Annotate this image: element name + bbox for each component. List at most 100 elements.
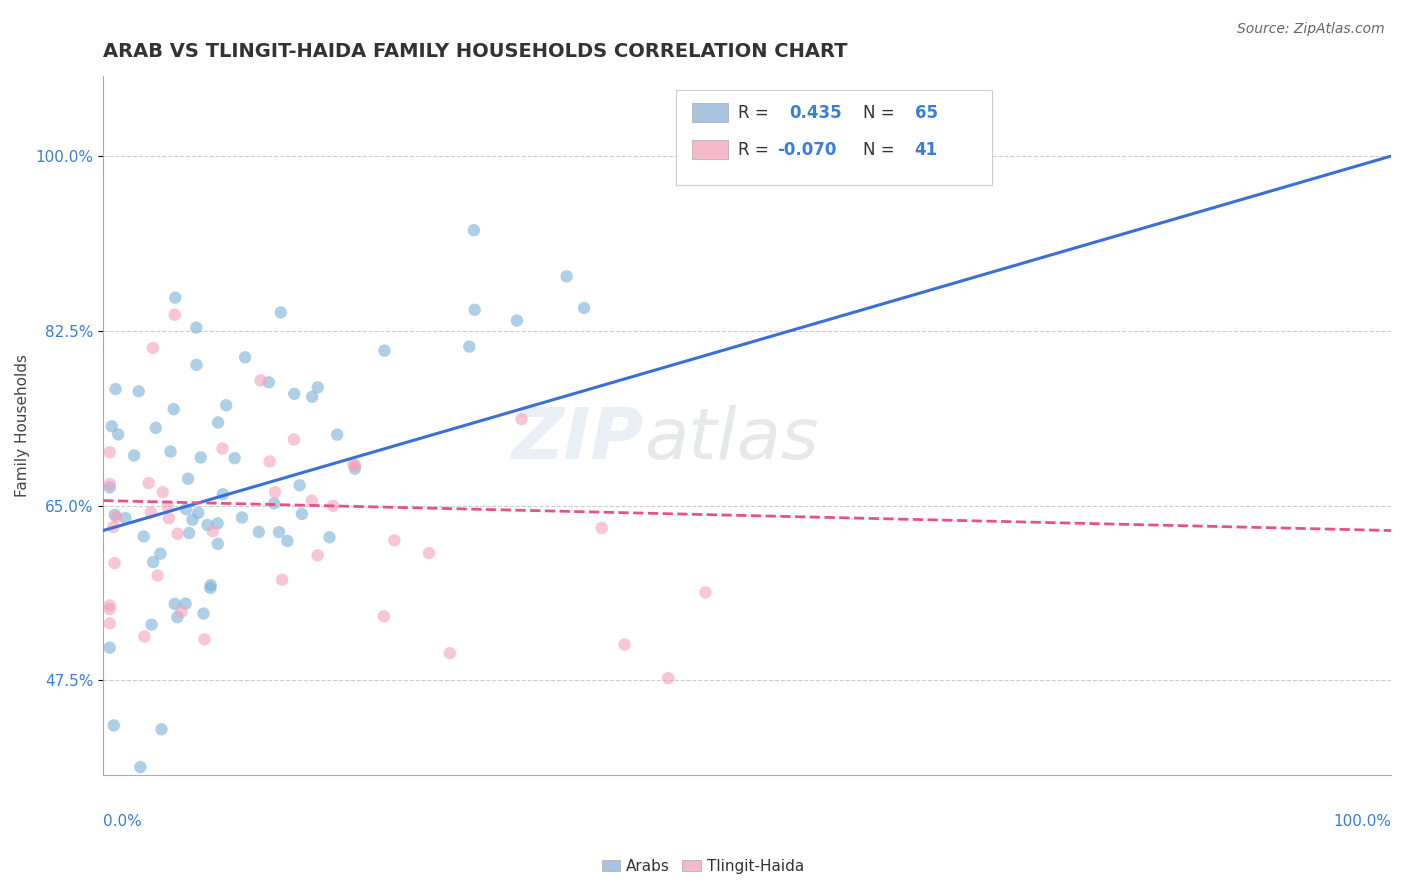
Point — [170, 605, 193, 619]
Point — [103, 556, 125, 570]
Text: 0.0%: 0.0% — [103, 814, 142, 829]
Point — [103, 520, 125, 534]
Point — [591, 521, 613, 535]
Point — [263, 496, 285, 510]
Text: -0.070: -0.070 — [776, 141, 837, 159]
Point — [149, 547, 172, 561]
Point — [156, 500, 179, 514]
Point — [104, 508, 127, 522]
Point — [165, 291, 187, 305]
Point — [418, 546, 440, 560]
Point — [187, 506, 209, 520]
Point — [382, 533, 405, 548]
Point — [141, 617, 163, 632]
Text: ZIP: ZIP — [512, 405, 644, 475]
Point — [342, 457, 364, 471]
Point — [200, 581, 222, 595]
Point — [193, 632, 215, 647]
Point — [343, 461, 366, 475]
Point — [373, 609, 395, 624]
Point — [291, 507, 314, 521]
Point — [98, 599, 121, 613]
Text: 65: 65 — [914, 103, 938, 121]
Point — [224, 451, 246, 466]
Point — [307, 549, 329, 563]
Point — [373, 343, 395, 358]
Point — [104, 382, 127, 396]
Point — [555, 269, 578, 284]
Point — [179, 526, 201, 541]
Y-axis label: Family Households: Family Households — [15, 354, 30, 497]
Point — [271, 573, 294, 587]
Point — [134, 630, 156, 644]
Point — [166, 610, 188, 624]
Point — [193, 607, 215, 621]
Point — [288, 478, 311, 492]
Point — [139, 506, 162, 520]
Point — [506, 313, 529, 327]
Point — [186, 320, 208, 334]
Point — [190, 450, 212, 465]
Point — [458, 340, 481, 354]
Point — [322, 499, 344, 513]
Point — [464, 302, 486, 317]
Text: R =: R = — [738, 103, 775, 121]
Point — [463, 223, 485, 237]
Point — [181, 513, 204, 527]
Point — [257, 376, 280, 390]
Point — [145, 421, 167, 435]
Point — [301, 390, 323, 404]
Point — [207, 537, 229, 551]
Point — [326, 427, 349, 442]
Text: 41: 41 — [914, 141, 938, 159]
Point — [270, 305, 292, 319]
Point — [613, 638, 636, 652]
Point — [318, 530, 340, 544]
Point — [107, 427, 129, 442]
Point — [207, 416, 229, 430]
Point — [211, 442, 233, 456]
Point — [682, 115, 704, 129]
FancyBboxPatch shape — [692, 140, 728, 160]
Text: ARAB VS TLINGIT-HAIDA FAMILY HOUSEHOLDS CORRELATION CHART: ARAB VS TLINGIT-HAIDA FAMILY HOUSEHOLDS … — [103, 42, 848, 61]
Point — [114, 511, 136, 525]
Point — [152, 485, 174, 500]
Point — [510, 412, 533, 426]
Text: 100.0%: 100.0% — [1333, 814, 1391, 829]
Text: R =: R = — [738, 141, 775, 159]
Point — [301, 493, 323, 508]
Point — [249, 373, 271, 387]
Text: N =: N = — [863, 141, 900, 159]
Point — [159, 444, 181, 458]
Point — [142, 341, 165, 355]
Point — [211, 487, 233, 501]
Point — [98, 602, 121, 616]
Point — [174, 597, 197, 611]
Text: Source: ZipAtlas.com: Source: ZipAtlas.com — [1237, 22, 1385, 37]
Point — [138, 475, 160, 490]
Text: atlas: atlas — [644, 405, 818, 475]
Point — [98, 477, 121, 491]
Point — [264, 485, 287, 500]
Point — [98, 445, 121, 459]
Point — [98, 640, 121, 655]
Point — [146, 568, 169, 582]
Point — [215, 398, 238, 412]
Point — [157, 511, 180, 525]
Point — [233, 351, 256, 365]
Point — [572, 301, 595, 315]
Point — [129, 760, 152, 774]
Point — [343, 458, 366, 473]
Point — [283, 433, 305, 447]
FancyBboxPatch shape — [692, 103, 728, 122]
Point — [122, 449, 145, 463]
Point — [283, 387, 305, 401]
Point — [163, 402, 186, 417]
Point — [247, 524, 270, 539]
Text: 0.435: 0.435 — [790, 103, 842, 121]
Point — [163, 308, 186, 322]
Point — [695, 585, 717, 599]
Point — [259, 454, 281, 468]
Point — [150, 723, 173, 737]
Point — [142, 555, 165, 569]
